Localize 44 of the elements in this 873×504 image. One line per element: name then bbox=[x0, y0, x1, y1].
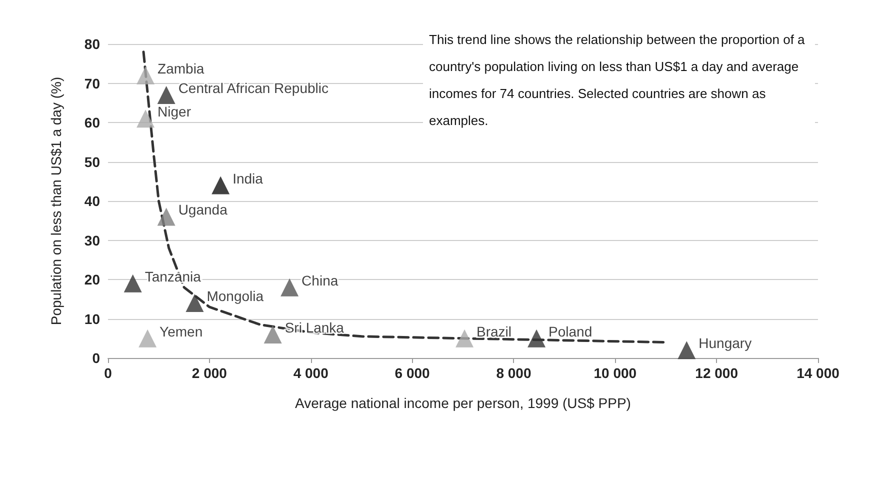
annotation: Brazil bbox=[476, 323, 512, 340]
y-tick-label: 40 bbox=[84, 193, 100, 209]
point bbox=[138, 329, 157, 348]
x-tick-label: 6 000 bbox=[394, 365, 430, 381]
annotation: This trend line shows the relationship between the proportion of a country's population living on less than US$1 a day and average incomes for 74 countries. Selected countries are shown as examples. bbox=[429, 32, 808, 128]
y-tick-label: 50 bbox=[84, 154, 100, 170]
point bbox=[186, 294, 204, 312]
x-tick-label: 0 bbox=[104, 365, 112, 381]
y-tick-label: 60 bbox=[84, 114, 100, 130]
y-tick-label: 80 bbox=[84, 36, 100, 52]
point bbox=[456, 329, 474, 348]
annotation: India bbox=[232, 170, 264, 186]
annotation: Central African Republic bbox=[178, 80, 329, 96]
point bbox=[264, 325, 282, 344]
y-tick-label: 20 bbox=[84, 272, 100, 288]
y-tick-label: 10 bbox=[84, 310, 100, 327]
point bbox=[136, 66, 155, 84]
x-tick-label: 10 000 bbox=[594, 365, 637, 381]
annotation: China bbox=[302, 272, 338, 288]
y-tick-label: 0 bbox=[92, 350, 100, 366]
x-tick-label: 14 000 bbox=[796, 365, 840, 381]
annotation: Zambia bbox=[158, 60, 204, 76]
annotation: Hungary bbox=[698, 335, 752, 352]
annotation: Mongolia bbox=[206, 288, 264, 304]
point bbox=[157, 86, 176, 104]
point bbox=[157, 208, 176, 226]
point bbox=[136, 110, 155, 128]
x-tick-label: 8 000 bbox=[496, 365, 532, 381]
point bbox=[212, 176, 230, 194]
y-tick-label: 30 bbox=[84, 232, 100, 248]
x-tick-label: 4 000 bbox=[293, 365, 329, 381]
annotation: Niger bbox=[158, 104, 192, 120]
point bbox=[280, 278, 299, 296]
annotation: Uganda bbox=[178, 202, 228, 218]
annotation: Poland bbox=[548, 323, 592, 340]
x-tick-label: 2 000 bbox=[192, 365, 228, 381]
annotation: Yemen bbox=[160, 323, 203, 340]
point bbox=[124, 274, 142, 292]
x-axis-title: Average national income per person, 1999 (US$ PPP) bbox=[295, 395, 631, 411]
x-tick-label: 12 000 bbox=[695, 365, 738, 381]
point bbox=[678, 341, 696, 360]
point bbox=[528, 329, 546, 348]
y-tick-label: 70 bbox=[84, 75, 100, 92]
y-axis-title: Population on less than US$1 a day (%) bbox=[48, 76, 64, 326]
